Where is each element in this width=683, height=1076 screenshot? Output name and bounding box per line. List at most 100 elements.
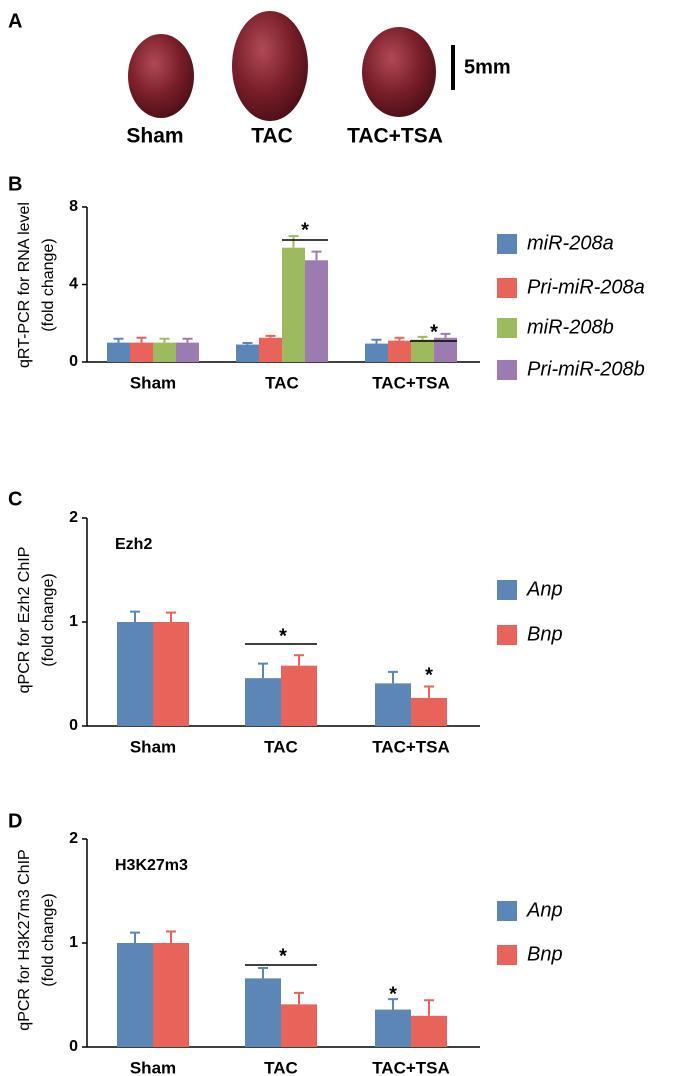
error-bar <box>265 334 276 338</box>
bar <box>245 978 281 1047</box>
chart-title: H3K27m3 <box>115 857 188 874</box>
legend-swatch <box>497 945 517 965</box>
annotation: * <box>279 625 287 647</box>
legend-label: miR-208a <box>527 232 614 254</box>
panel-letter: A <box>8 10 22 32</box>
bar <box>411 697 447 726</box>
error-bar <box>258 662 268 679</box>
y-axis-label: qPCR for H3K27m3 ChIP <box>16 849 33 1030</box>
legend-label: Bnp <box>527 943 563 965</box>
y-tick-label: 4 <box>69 276 78 293</box>
error-bar <box>130 931 140 943</box>
error-bar <box>388 998 398 1010</box>
error-bar <box>440 332 451 338</box>
bar <box>388 340 411 362</box>
x-tick-label: Sham <box>130 737 176 756</box>
bar <box>153 622 189 726</box>
bar <box>375 683 411 726</box>
bar <box>153 342 176 362</box>
legend-swatch <box>497 234 517 254</box>
error-bar <box>113 337 124 343</box>
error-bar <box>182 337 193 343</box>
error-bar <box>394 336 405 341</box>
y-tick-label: 1 <box>69 934 78 951</box>
panel-letter: B <box>8 173 22 195</box>
error-bar <box>130 610 140 622</box>
y-tick-label: 0 <box>69 1038 78 1055</box>
y-tick-label: 2 <box>69 509 78 526</box>
legend-label: Pri-miR-208a <box>527 276 645 298</box>
bar <box>236 344 259 362</box>
legend-swatch <box>497 580 517 600</box>
y-axis-label: (fold change) <box>40 573 57 666</box>
scale-label: 5mm <box>464 56 511 78</box>
legend-label: miR-208b <box>527 316 614 338</box>
y-axis-label: qRT-PCR for RNA level <box>16 202 33 368</box>
panel-letter: C <box>8 488 22 510</box>
error-bar <box>371 338 382 344</box>
bar <box>117 622 153 726</box>
error-bar <box>159 337 170 343</box>
annotation: * <box>425 664 433 686</box>
bar <box>365 343 388 362</box>
x-tick-label: TAC <box>264 1058 298 1076</box>
error-bar <box>424 999 434 1016</box>
error-bar <box>166 611 176 622</box>
heart-photo <box>362 27 436 117</box>
bar <box>281 665 317 726</box>
error-bar <box>424 685 434 698</box>
legend-swatch <box>497 625 517 645</box>
x-tick-label: TAC <box>265 373 299 392</box>
heart-label: TAC+TSA <box>347 125 443 148</box>
legend-label: Bnp <box>527 623 563 645</box>
error-bar <box>311 250 322 261</box>
x-tick-label: TAC+TSA <box>372 373 450 392</box>
error-bar <box>294 991 304 1005</box>
legend-swatch <box>497 278 517 298</box>
bar <box>259 337 282 362</box>
x-tick-label: Sham <box>130 373 176 392</box>
x-tick-label: TAC+TSA <box>372 1058 450 1076</box>
error-bar <box>258 966 268 979</box>
heart-label: Sham <box>126 125 183 148</box>
bar <box>245 678 281 726</box>
y-axis-label: qPCR for Ezh2 ChIP <box>16 547 33 694</box>
error-bar <box>288 235 299 248</box>
annotation: * <box>389 983 397 1005</box>
error-bar <box>417 335 428 340</box>
bar <box>281 1004 317 1047</box>
bar <box>375 1009 411 1047</box>
bar <box>411 339 434 362</box>
bar <box>176 342 199 362</box>
legend-label: Anp <box>526 578 563 600</box>
bar <box>117 943 153 1047</box>
bar <box>130 342 153 362</box>
bar <box>411 1015 447 1047</box>
annotation: * <box>279 945 287 967</box>
y-tick-label: 0 <box>69 717 78 734</box>
error-bar <box>294 654 304 666</box>
y-tick-label: 2 <box>69 830 78 847</box>
bar <box>434 337 457 362</box>
legend-label: Anp <box>526 899 563 921</box>
legend-swatch <box>497 901 517 921</box>
x-tick-label: Sham <box>130 1058 176 1076</box>
annotation: * <box>301 219 309 241</box>
x-tick-label: TAC <box>264 737 298 756</box>
heart-photo <box>232 11 308 121</box>
heart-photo <box>128 34 194 118</box>
legend-swatch <box>497 360 517 380</box>
y-tick-label: 0 <box>69 353 78 370</box>
legend-swatch <box>497 318 517 338</box>
y-tick-label: 1 <box>69 613 78 630</box>
panel-letter: D <box>8 810 22 832</box>
heart-label: TAC <box>251 125 293 148</box>
error-bar <box>388 670 398 684</box>
error-bar <box>136 336 147 343</box>
legend-label: Pri-miR-208b <box>527 358 645 380</box>
bar <box>153 943 189 1047</box>
x-tick-label: TAC+TSA <box>372 737 450 756</box>
error-bar <box>242 342 253 345</box>
bar <box>282 247 305 362</box>
